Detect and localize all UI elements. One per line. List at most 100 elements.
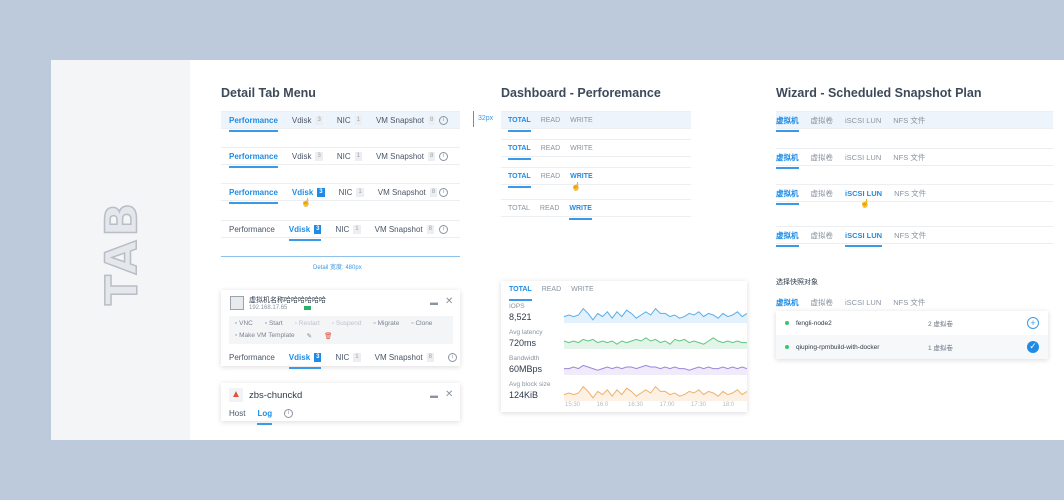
tab-label: 虚拟机 bbox=[776, 188, 799, 198]
tab-label: Host bbox=[229, 408, 246, 418]
tab-vm-snapshot[interactable]: VM Snapshot 8 bbox=[375, 148, 436, 164]
action-make-vm-template[interactable]: ▫ Make VM Template bbox=[235, 331, 295, 339]
action-start[interactable]: ▫ Start bbox=[264, 320, 283, 328]
status-dot bbox=[785, 345, 789, 349]
tab-vm-snapshot[interactable]: VM Snapshot 8 bbox=[375, 112, 436, 128]
close-icon[interactable]: ✕ bbox=[445, 296, 454, 307]
tab-label: VM Snapshot bbox=[375, 115, 424, 125]
tab-nic[interactable]: NIC 1 bbox=[339, 184, 364, 200]
action-vnc[interactable]: ▫ VNC bbox=[235, 320, 253, 328]
tab-performance[interactable]: Performance bbox=[229, 112, 278, 132]
tab-read[interactable]: READ bbox=[541, 168, 560, 184]
tab-performance[interactable]: Performance bbox=[229, 221, 275, 237]
tab-虚拟机[interactable]: 虚拟机 bbox=[776, 185, 799, 205]
tab-performance[interactable]: Performance bbox=[229, 148, 278, 168]
tab-nic[interactable]: NIC 1 bbox=[337, 148, 362, 164]
metric-value: 720ms bbox=[509, 338, 537, 348]
tab-read[interactable]: READ bbox=[542, 281, 561, 297]
tab-total[interactable]: TOTAL bbox=[509, 281, 532, 301]
info-icon[interactable]: i bbox=[284, 408, 294, 418]
tab-write[interactable]: WRITE bbox=[571, 281, 594, 297]
tab-nfs-文件[interactable]: NFS 文件 bbox=[893, 112, 925, 128]
action-clone[interactable]: ▫ Clone bbox=[411, 320, 433, 328]
tab-nfs-文件[interactable]: NFS 文件 bbox=[894, 185, 926, 201]
tab-vdisk[interactable]: Vdisk 3 bbox=[292, 148, 323, 164]
info-icon[interactable]: i bbox=[439, 187, 448, 197]
list-item[interactable]: fengli-node2 2 虚拟卷 + bbox=[776, 311, 1048, 335]
tab-total[interactable]: TOTAL bbox=[508, 140, 531, 160]
tab-虚拟卷[interactable]: 虚拟卷 bbox=[811, 227, 834, 243]
info-icon[interactable]: i bbox=[439, 115, 448, 125]
tab-nic[interactable]: NIC 1 bbox=[335, 349, 361, 365]
object-list: fengli-node2 2 虚拟卷 + qiuping-rpmbuild-with-… bbox=[776, 311, 1048, 359]
tab-total[interactable]: TOTAL bbox=[508, 112, 531, 132]
height-note: 32px bbox=[478, 115, 494, 122]
list-item[interactable]: qiuping-rpmbuild-with-docker 1 虚拟卷 ✓ bbox=[776, 335, 1048, 359]
tab-write[interactable]: WRITE bbox=[569, 200, 592, 220]
tab-label: 虚拟机 bbox=[776, 297, 799, 307]
tab-menu: Performance Vdisk 3 NIC 1 VM Snapshot 8 i ☝ bbox=[221, 183, 460, 207]
tab-label: VM Snapshot bbox=[375, 151, 424, 161]
check-icon[interactable]: ✓ bbox=[1027, 341, 1039, 353]
dashboard-title: Dashboard - Perforemance bbox=[501, 86, 661, 100]
tab-label: TOTAL bbox=[508, 144, 531, 152]
tab-performance[interactable]: Performance bbox=[229, 349, 275, 365]
tab-iscsi-lun[interactable]: iSCSI LUN bbox=[845, 112, 881, 128]
tab-read[interactable]: READ bbox=[541, 140, 560, 156]
tab-虚拟机[interactable]: 虚拟机 bbox=[776, 149, 799, 169]
tab-vm-snapshot[interactable]: VM Snapshot 8 bbox=[378, 184, 438, 200]
tab-nfs-文件[interactable]: NFS 文件 bbox=[893, 149, 925, 165]
tab-total[interactable]: TOTAL bbox=[508, 168, 531, 188]
tab-虚拟卷[interactable]: 虚拟卷 bbox=[811, 149, 834, 165]
info-icon[interactable]: i bbox=[439, 224, 448, 234]
tab-label: TOTAL bbox=[508, 172, 531, 180]
tab-虚拟卷[interactable]: 虚拟卷 bbox=[811, 185, 834, 201]
minimize-icon[interactable]: ▬ bbox=[430, 391, 438, 400]
tab-iscsi-lun[interactable]: iSCSI LUN bbox=[845, 185, 882, 201]
tab-iscsi-lun[interactable]: iSCSI LUN bbox=[845, 227, 883, 247]
add-icon[interactable]: + bbox=[1027, 317, 1039, 329]
tab-nic[interactable]: NIC 1 bbox=[337, 112, 362, 128]
action-suspend[interactable]: ▫ Suspend bbox=[331, 320, 362, 328]
action-restart[interactable]: ▫ Restart bbox=[294, 320, 320, 328]
tab-write[interactable]: WRITE bbox=[570, 168, 593, 184]
tab-read[interactable]: READ bbox=[541, 112, 560, 128]
tab-nic[interactable]: NIC 1 bbox=[335, 221, 361, 237]
delete-icon[interactable]: 🗑 bbox=[324, 332, 333, 340]
tab-vm-snapshot[interactable]: VM Snapshot 8 bbox=[375, 349, 434, 365]
tab-host[interactable]: Host bbox=[229, 405, 245, 421]
tab-nfs-文件[interactable]: NFS 文件 bbox=[893, 294, 925, 310]
tab-log[interactable]: Log bbox=[257, 405, 272, 425]
tab-label: Performance bbox=[229, 352, 275, 362]
close-icon[interactable]: ✕ bbox=[445, 389, 454, 400]
tab-write[interactable]: WRITE bbox=[570, 140, 593, 156]
tab-虚拟机[interactable]: 虚拟机 bbox=[776, 227, 799, 247]
tab-虚拟机[interactable]: 虚拟机 bbox=[776, 112, 799, 132]
tab-nfs-文件[interactable]: NFS 文件 bbox=[894, 227, 926, 243]
tab-虚拟卷[interactable]: 虚拟卷 bbox=[811, 112, 834, 128]
tab-iscsi-lun[interactable]: iSCSI LUN bbox=[845, 149, 881, 165]
info-icon[interactable]: i bbox=[447, 352, 457, 362]
tab-vdisk[interactable]: Vdisk 3 bbox=[288, 349, 322, 369]
tab-label: VM Snapshot bbox=[374, 352, 423, 362]
action-migrate[interactable]: ▫ Migrate bbox=[373, 320, 400, 328]
tab-performance[interactable]: Performance bbox=[229, 184, 278, 204]
tab-write[interactable]: WRITE bbox=[570, 112, 593, 128]
minimize-icon[interactable]: ▬ bbox=[430, 298, 438, 307]
tab-vdisk[interactable]: Vdisk 3 bbox=[292, 184, 325, 200]
tab-total[interactable]: TOTAL bbox=[508, 200, 530, 216]
tab-label: NIC bbox=[336, 115, 351, 125]
tab-label: 虚拟卷 bbox=[810, 152, 834, 162]
tab-label: Vdisk bbox=[288, 224, 311, 234]
tab-label: NFS 文件 bbox=[893, 152, 926, 162]
tab-虚拟机[interactable]: 虚拟机 bbox=[776, 294, 799, 314]
edit-icon[interactable]: ✎ bbox=[306, 332, 313, 340]
tab-vdisk[interactable]: Vdisk 3 bbox=[288, 221, 322, 241]
tab-vdisk[interactable]: Vdisk 3 bbox=[292, 112, 323, 128]
tab-虚拟卷[interactable]: 虚拟卷 bbox=[811, 294, 834, 310]
info-icon[interactable]: i bbox=[439, 151, 448, 161]
tab-read[interactable]: READ bbox=[540, 200, 559, 216]
tab-vm-snapshot[interactable]: VM Snapshot 8 bbox=[375, 221, 434, 237]
tab-count-badge: 3 bbox=[317, 187, 325, 197]
tab-iscsi-lun[interactable]: iSCSI LUN bbox=[845, 294, 881, 310]
